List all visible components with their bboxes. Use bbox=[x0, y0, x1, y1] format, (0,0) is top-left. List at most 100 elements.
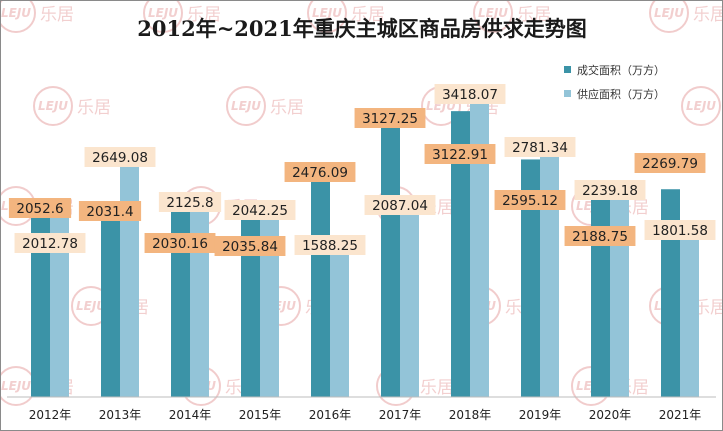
bar-supply-area bbox=[400, 205, 419, 397]
data-label-box bbox=[574, 180, 646, 200]
svg-text:乐居: 乐居 bbox=[351, 5, 385, 25]
watermark-icon: LEJU 乐居 bbox=[143, 1, 221, 33]
data-label: 2035.84 bbox=[214, 236, 286, 256]
legend-label: 成交面积（万方） bbox=[577, 63, 665, 77]
chart-legend: 成交面积（万方） 供应面积（万方） bbox=[564, 63, 665, 101]
data-label: 2042.25 bbox=[224, 200, 296, 220]
x-tick-label: 2016年 bbox=[309, 408, 352, 422]
bar-deal-area bbox=[521, 159, 540, 397]
svg-text:LEJU: LEJU bbox=[38, 99, 68, 113]
data-label-box bbox=[214, 236, 286, 256]
bar-supply-area bbox=[680, 232, 699, 397]
legend-item: 供应面积（万方） bbox=[564, 87, 665, 101]
bar-supply-area bbox=[190, 202, 209, 397]
svg-text:LEJU: LEJU bbox=[478, 6, 508, 20]
data-label-box bbox=[644, 220, 716, 240]
bar-supply-area bbox=[120, 154, 139, 397]
svg-text:乐居: 乐居 bbox=[187, 5, 221, 25]
data-label-box bbox=[284, 162, 356, 182]
bar-deal-area bbox=[591, 196, 610, 397]
legend-item: 成交面积（万方） bbox=[564, 63, 665, 77]
x-tick-label: 2021年 bbox=[659, 408, 702, 422]
legend-swatch bbox=[564, 66, 571, 73]
bar-supply-area bbox=[610, 192, 629, 397]
data-label-text: 3418.07 bbox=[442, 87, 498, 103]
bar-deal-area bbox=[381, 110, 400, 397]
data-label-text: 2012.78 bbox=[22, 236, 78, 252]
data-label-box bbox=[78, 201, 142, 221]
data-label: 2125.8 bbox=[158, 192, 222, 212]
bar-deal-area bbox=[31, 209, 50, 397]
data-label-box bbox=[84, 147, 156, 167]
data-label-text: 2030.16 bbox=[152, 236, 208, 252]
watermark-icon: LEJU 乐居 bbox=[307, 1, 385, 33]
bar-supply-area bbox=[540, 142, 559, 397]
svg-text:乐居: 乐居 bbox=[40, 5, 74, 25]
data-label-box bbox=[434, 84, 506, 104]
svg-text:LEJU: LEJU bbox=[1, 379, 31, 393]
bar-deal-area bbox=[311, 170, 330, 397]
svg-text:LEJU: LEJU bbox=[148, 6, 178, 20]
svg-text:乐居: 乐居 bbox=[270, 98, 304, 118]
data-label: 1588.25 bbox=[294, 235, 366, 255]
data-label-box bbox=[224, 200, 296, 220]
data-label-text: 2042.25 bbox=[232, 203, 288, 219]
data-label: 2781.34 bbox=[504, 137, 576, 157]
data-label-text: 2031.4 bbox=[86, 204, 133, 220]
data-label: 2649.08 bbox=[84, 147, 156, 167]
data-label-box bbox=[364, 195, 436, 215]
legend-label: 供应面积（万方） bbox=[577, 87, 665, 101]
value-labels: 2052.6 2012.78 2031.4 2649.08 2030.16 2125.8 2… bbox=[8, 84, 716, 256]
data-label: 1801.58 bbox=[644, 220, 716, 240]
data-label-text: 2781.34 bbox=[512, 140, 568, 156]
chart-title: 2012年~2021年重庆主城区商品房供求走势图 bbox=[137, 16, 587, 41]
x-tick-label: 2018年 bbox=[449, 408, 492, 422]
data-label-box bbox=[14, 233, 86, 253]
x-tick-label: 2012年 bbox=[29, 408, 72, 422]
data-label-text: 2595.12 bbox=[502, 193, 558, 209]
x-tick-label: 2013年 bbox=[99, 408, 142, 422]
data-label-box bbox=[294, 235, 366, 255]
svg-text:LEJU: LEJU bbox=[312, 6, 342, 20]
data-label-text: 2035.84 bbox=[222, 239, 278, 255]
data-label: 2052.6 bbox=[8, 198, 72, 218]
data-label: 2012.78 bbox=[14, 233, 86, 253]
watermark-icon: LEJU 乐居 bbox=[473, 1, 551, 33]
watermark-icon: LEJU 乐居 bbox=[1, 1, 74, 33]
data-label: 2188.75 bbox=[564, 226, 636, 246]
bar-deal-area bbox=[241, 210, 260, 397]
data-label-text: 2125.8 bbox=[166, 195, 213, 211]
watermark-icon: LEJU 乐居 bbox=[33, 86, 111, 126]
data-label: 2476.09 bbox=[284, 162, 356, 182]
svg-text:乐居: 乐居 bbox=[420, 378, 454, 398]
svg-text:乐居: 乐居 bbox=[517, 5, 551, 25]
data-label: 3418.07 bbox=[434, 84, 506, 104]
bar-deal-area bbox=[101, 211, 120, 397]
data-label-box bbox=[424, 144, 496, 164]
data-label: 2030.16 bbox=[144, 233, 216, 253]
bar-supply-area bbox=[330, 251, 349, 397]
svg-text:LEJU: LEJU bbox=[686, 99, 716, 113]
bar-supply-area bbox=[260, 210, 279, 397]
data-label: 2031.4 bbox=[78, 201, 142, 221]
x-tick-label: 2017年 bbox=[379, 408, 422, 422]
data-label-box bbox=[158, 192, 222, 212]
svg-text:乐居: 乐居 bbox=[693, 5, 722, 25]
data-label: 2269.79 bbox=[634, 153, 706, 173]
svg-text:乐居: 乐居 bbox=[77, 98, 111, 118]
data-label-text: 2087.04 bbox=[372, 198, 428, 214]
data-label-text: 2649.08 bbox=[92, 150, 148, 166]
x-tick-label: 2020年 bbox=[589, 408, 632, 422]
data-label: 2087.04 bbox=[364, 195, 436, 215]
data-label-text: 3127.25 bbox=[362, 111, 418, 127]
svg-text:LEJU: LEJU bbox=[1, 6, 31, 20]
svg-text:乐居: 乐居 bbox=[693, 298, 722, 318]
x-tick-label: 2015年 bbox=[239, 408, 282, 422]
data-label-text: 2052.6 bbox=[16, 201, 63, 217]
data-label-text: 3122.91 bbox=[432, 147, 488, 163]
data-label-box bbox=[144, 233, 216, 253]
x-tick-label: 2014年 bbox=[169, 408, 212, 422]
